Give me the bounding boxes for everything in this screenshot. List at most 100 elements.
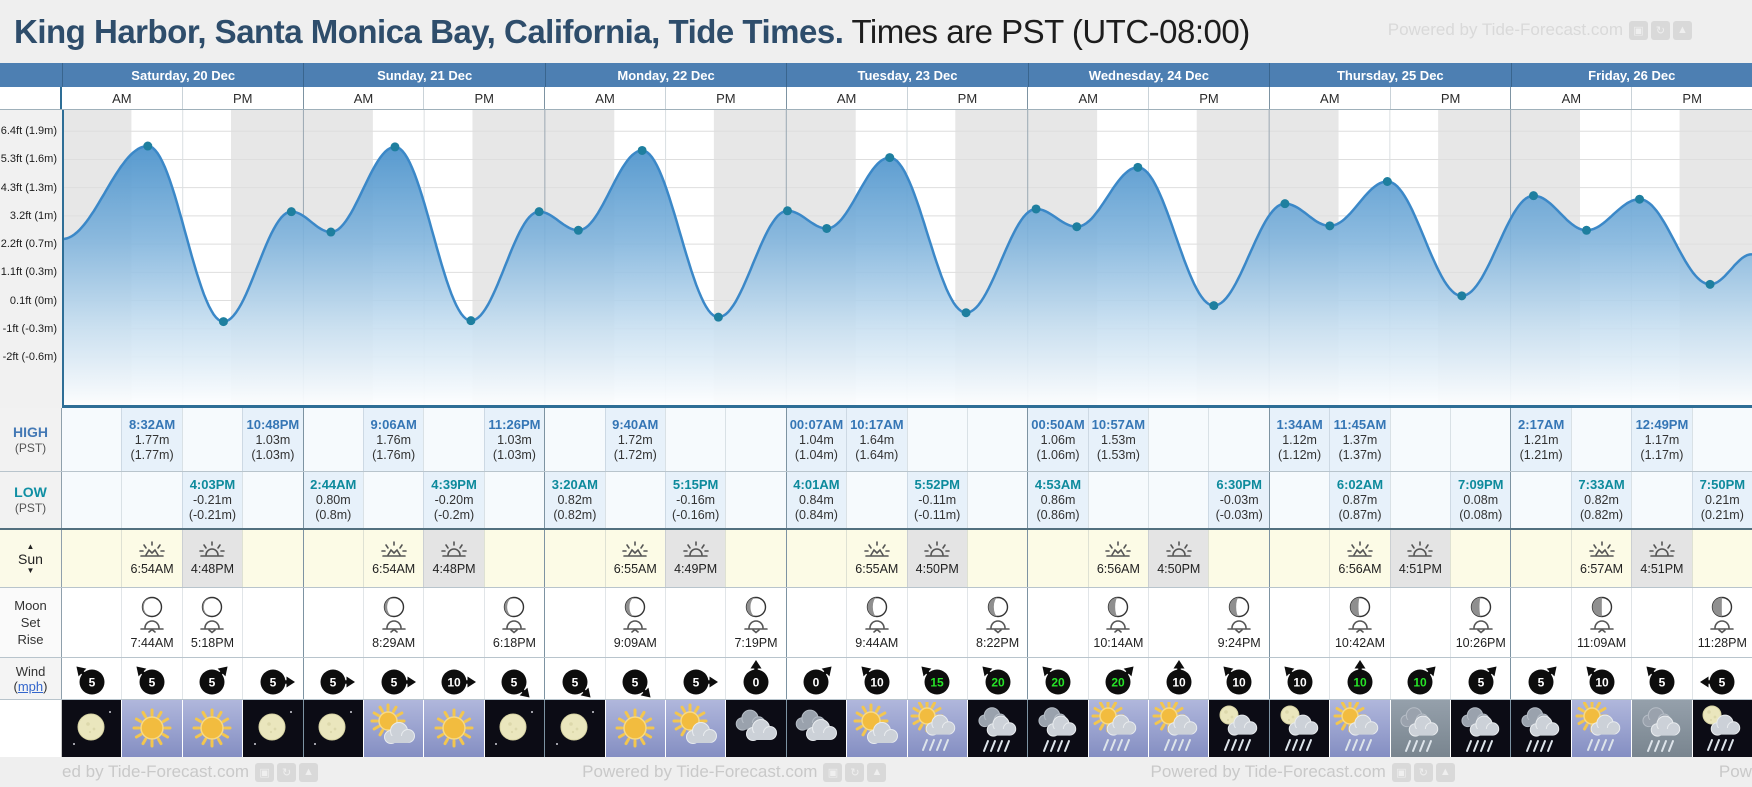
low-tide-entry: 6:02AM 0.87m (0.87m): [1329, 472, 1390, 528]
wind-unit-link[interactable]: mph: [17, 678, 44, 694]
low-tide-time: 4:03PM: [189, 477, 236, 492]
ampm-cell-pm: PM: [1631, 87, 1752, 109]
weather-sun-icon: [434, 708, 474, 747]
sunrise-time: 6:54AM: [372, 562, 416, 576]
sun-cell-empty: [304, 530, 363, 587]
wind-arrow-icon: 10: [441, 669, 477, 694]
weather-cell-moon: [303, 700, 363, 757]
weather-cell-sun: [181, 700, 243, 757]
moon-cell-empty: [423, 588, 483, 657]
sunrise-entry: 6:56AM: [1087, 530, 1148, 587]
day-header-6: Friday, 26 Dec: [1510, 63, 1752, 87]
wind-cell: 20: [1087, 658, 1148, 699]
y-axis-tick: -1ft (-0.3m): [2, 322, 57, 335]
weather-cell-cloud-rain: [1389, 700, 1451, 757]
high-tide-cell-empty: [725, 408, 785, 471]
sunset-icon: [441, 541, 467, 557]
sunset-entry: 4:50PM: [1148, 530, 1209, 587]
tide-high-marker: [1133, 162, 1143, 172]
low-tide-height: 0.21m: [1704, 493, 1740, 507]
sun-row: ▲ Sun ▼ 6:54AM 4:48PM 6:54AM 4:48PM 6:55AM 4:…: [0, 530, 1752, 588]
sun-collapse-down-icon[interactable]: ▼: [26, 565, 35, 575]
watermark-badge-icon: ▲: [1673, 20, 1692, 40]
low-tide-time: 7:33AM: [1578, 477, 1625, 492]
wind-cell: 10: [1208, 658, 1268, 699]
weather-cell-sun-cloud-rain: [906, 700, 967, 757]
high-row-label: HIGH (PST): [0, 408, 62, 471]
day-header-3: Tuesday, 23 Dec: [786, 63, 1027, 87]
low-tide-entry: 7:50PM 0.21m (0.21m): [1691, 472, 1752, 528]
moon-cells: 7:44AM 5:18PM 8:29AM 6:18PM 9:09AM 7:19PM 9:44…: [62, 588, 1752, 657]
low-tide-cell-empty: [483, 472, 544, 528]
tide-high-marker: [1280, 199, 1290, 209]
moon-cell-empty: [664, 588, 725, 657]
sun-cell-empty: [1511, 530, 1570, 587]
watermark-badge-icon: ▣: [255, 762, 275, 782]
high-tide-entry: 12:49PM 1.17m (1.17m): [1631, 408, 1692, 471]
wind-cell: 10: [1570, 658, 1631, 699]
sunset-icon: [199, 541, 226, 557]
high-tide-cell-empty: [181, 408, 242, 471]
weather-cloud-rain-icon: [1038, 706, 1077, 752]
wind-arrow-icon: 15: [921, 665, 950, 694]
sun-row-label[interactable]: ▲ Sun ▼: [0, 530, 62, 587]
sun-cell-empty: [483, 530, 544, 587]
wind-arrow-icon: 5: [260, 669, 295, 694]
sunset-time: 4:48PM: [190, 562, 235, 576]
low-tide-cell-empty: [121, 472, 181, 528]
sunrise-icon: [622, 541, 649, 557]
high-tide-entry: 11:45AM 1.37m (1.37m): [1329, 408, 1390, 471]
weather-cloud-icon: [735, 709, 778, 741]
low-tide-cell-empty: [846, 472, 906, 528]
weather-cell-sun-cloud-rain: [1329, 700, 1390, 757]
tide-curve-svg: [0, 110, 1752, 408]
high-tide-cell-empty: [1148, 408, 1208, 471]
low-tide-row: LOW (PST) 4:03PM -0.21m (-0.21m) 2:44AM 0.80…: [0, 472, 1752, 530]
y-axis-tick: 6.4ft (1.9m): [0, 125, 57, 138]
high-tide-height: 1.37m: [1342, 432, 1378, 447]
wind-speed-value: 10: [1172, 675, 1186, 689]
weather-moon-cloud-rain-icon: [1702, 705, 1741, 751]
high-tide-height: 1.03m: [255, 432, 291, 447]
tide-chart-y-axis: 7.4ft (2.3m)6.4ft (1.9m)5.3ft (1.6m)4.3f…: [0, 110, 64, 408]
weather-cell-cloud-rain: [1450, 700, 1511, 757]
moon-label-line: Moon: [14, 598, 47, 613]
low-tide-height-alt: (0.8m): [315, 508, 352, 522]
low-tide-height-alt: (0.87m): [1338, 508, 1382, 522]
moonset-time: 9:09AM: [613, 635, 657, 650]
tide-high-marker: [1382, 177, 1392, 187]
sunrise-time: 6:56AM: [1338, 562, 1382, 576]
moonrise-time: 5:18PM: [190, 635, 235, 650]
wind-speed-value: 5: [572, 675, 579, 689]
high-tide-height: 1.04m: [799, 432, 834, 447]
tide-low-marker: [573, 225, 583, 235]
high-tide-time: 11:45AM: [1333, 416, 1387, 432]
moonrise-entry: 8:22PM: [966, 588, 1027, 657]
low-tide-time: 6:30PM: [1216, 477, 1262, 492]
moon-phase-icon: [866, 596, 888, 617]
moonset-icon: [140, 619, 164, 633]
high-tide-height-alt: (1.64m): [855, 447, 899, 462]
weather-sun-icon: [192, 708, 232, 747]
moonrise-time: 10:26PM: [1455, 635, 1506, 650]
moon-cell-empty: [62, 588, 121, 657]
ampm-cell-am: AM: [1320, 90, 1340, 106]
moonrise-time: 11:28PM: [1697, 635, 1747, 650]
moon-cell-empty: [787, 588, 846, 657]
wind-cell: 5: [304, 658, 363, 699]
weather-cell-sun-cloud-rain: [1570, 700, 1632, 757]
moon-phase-icon: [745, 596, 767, 617]
title-bar: King Harbor, Santa Monica Bay, Californi…: [0, 0, 1752, 63]
high-tide-time: 9:06AM: [370, 416, 417, 432]
high-tide-time: 00:07AM: [789, 416, 844, 432]
weather-cell-moon-cloud-rain: [1208, 700, 1269, 757]
low-tide-entry: 4:39PM -0.20m (-0.2m): [423, 472, 484, 528]
tide-low-marker: [1209, 301, 1219, 311]
weather-cell-cloud: [786, 700, 847, 757]
high-label-text: HIGH: [13, 423, 48, 440]
high-tide-cell-empty: [423, 408, 483, 471]
high-tide-cell-empty: [1450, 408, 1510, 471]
sun-collapse-up-icon[interactable]: ▲: [26, 541, 35, 551]
wind-cell: 20: [1028, 658, 1087, 699]
